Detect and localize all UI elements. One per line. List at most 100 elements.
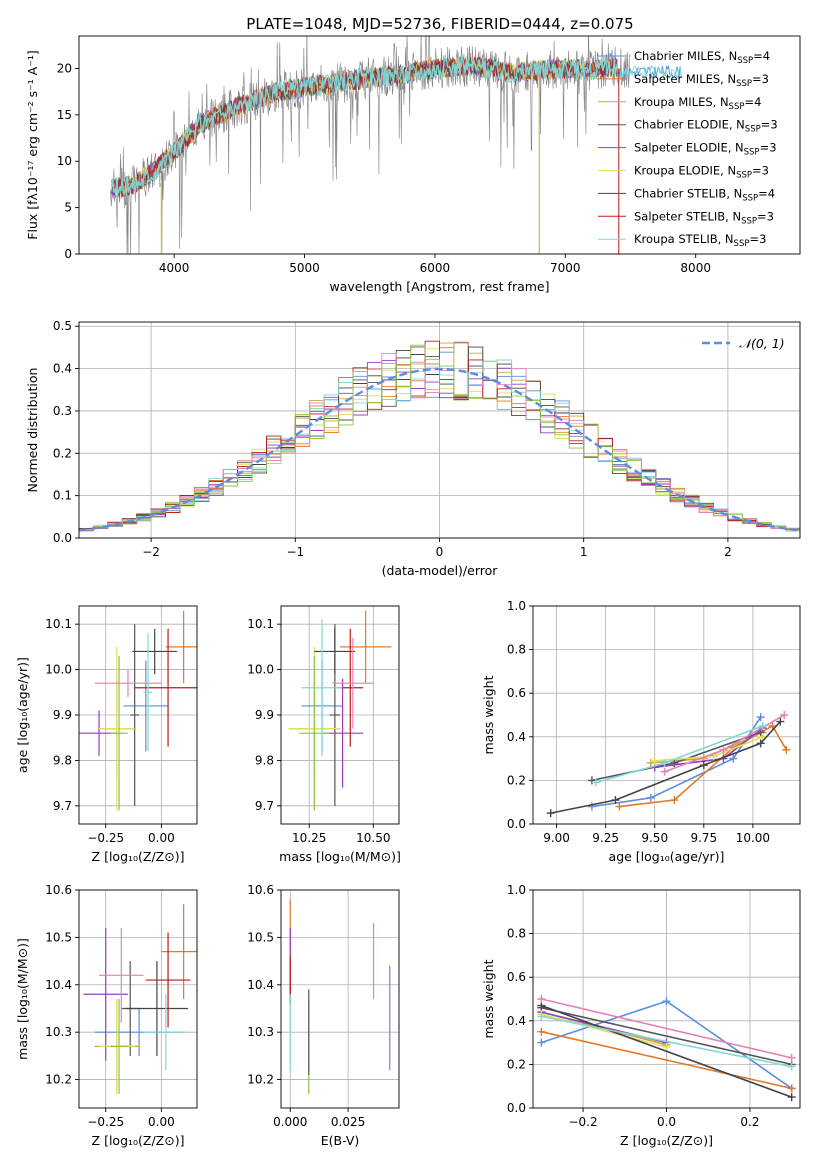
y-tick-label: 1.0	[507, 883, 526, 897]
y-axis-label: mass weight	[481, 959, 496, 1038]
y-tick-label: 0.2	[53, 446, 72, 460]
legend-label: Kroupa MILES, NSSP=4	[634, 95, 761, 112]
x-axis-label: mass [log₁₀(M/M⊙)]	[279, 849, 401, 864]
y-tick-label: 0.1	[53, 489, 72, 503]
gaussian-curve	[79, 367, 798, 532]
y-tick-label: 0.0	[53, 531, 72, 545]
weight-marker	[537, 1012, 546, 1021]
weight-marker	[758, 721, 767, 730]
error-bars	[83, 904, 197, 1094]
weight-marker	[537, 995, 546, 1003]
y-axis-label: mass [log₁₀(M/M⊙)]	[15, 938, 30, 1060]
y-tick-label: 10.6	[45, 883, 72, 897]
x-tick-label: −2	[142, 545, 160, 559]
axes-frame	[78, 889, 198, 1109]
y-tick-label: 9.9	[255, 708, 274, 722]
weight-marker	[646, 793, 655, 802]
x-tick-label: 2	[724, 545, 732, 559]
weight-marker	[537, 1027, 546, 1036]
y-tick-label: 0.4	[53, 362, 72, 376]
y-tick-label: 0.6	[507, 970, 526, 984]
model-spectrum	[111, 55, 618, 198]
weight-marker	[587, 802, 596, 811]
x-tick-label: 10.00	[736, 831, 770, 845]
spectrum-lines	[110, 36, 683, 254]
y-tick-label: 10.4	[45, 978, 72, 992]
legend-label: Kroupa ELODIE, NSSP=3	[634, 164, 769, 181]
y-tick-label: 5	[64, 201, 72, 215]
legend-label: Chabrier ELODIE, NSSP=3	[634, 118, 778, 135]
y-axis-label: mass weight	[481, 675, 496, 754]
weight-marker	[756, 739, 765, 748]
weight-marker	[662, 1042, 671, 1051]
y-tick-label: 10.2	[45, 1073, 72, 1087]
weight-marker	[662, 997, 671, 1006]
y-axis-label: age [log₁₀(age/yr)]	[15, 657, 30, 773]
y-tick-label: 9.8	[53, 753, 72, 767]
weight-marker	[537, 1038, 546, 1047]
x-tick-label: −0.25	[87, 831, 124, 845]
weight-marker	[546, 809, 555, 818]
weight-marker	[758, 732, 767, 741]
y-tick-label: 0.2	[507, 773, 526, 787]
axes-frame	[78, 35, 801, 255]
x-tick-label: 9.00	[543, 831, 570, 845]
x-axis-label: (data-model)/error	[382, 563, 499, 578]
weight-marker	[768, 721, 777, 730]
x-axis-label: age [log₁₀(age/yr)]	[609, 849, 725, 864]
weight-series	[541, 1015, 792, 1068]
weight-marker	[729, 754, 738, 763]
x-tick-label: 7000	[550, 261, 581, 275]
weight-marker	[787, 1053, 796, 1062]
x-tick-label: 0.000	[273, 1115, 307, 1129]
y-tick-label: 0.5	[53, 319, 72, 333]
x-tick-label: 4000	[159, 261, 190, 275]
error-bars	[289, 899, 391, 1094]
panel-residuals: −2 −1 0 1 2 0.0 0.1 0.2 0.3 0.4 0.5 (data-model)/er…	[25, 319, 801, 578]
legend-label: Chabrier STELIB, NSSP=4	[634, 186, 775, 203]
weight-marker	[660, 758, 669, 767]
x-tick-label: 6000	[420, 261, 451, 275]
y-tick-label: 0.4	[507, 730, 526, 744]
legend-label: Salpeter MILES, NSSP=3	[634, 72, 769, 89]
y-tick-label: 10.4	[247, 978, 274, 992]
panel-spectrum: 4000 5000 6000 7000 8000 0 5 10 15 20 wavelength […	[25, 35, 801, 294]
y-axis-label: Flux [fλ10⁻¹⁷ erg cm⁻² s⁻¹ A⁻¹]	[25, 50, 40, 239]
x-axis-label: Z [log₁₀(Z/Z⊙)]	[620, 1133, 713, 1148]
weight-marker	[787, 1084, 796, 1093]
legend-label: Kroupa STELIB, NSSP=3	[634, 232, 766, 249]
y-tick-label: 10.1	[247, 617, 274, 631]
y-tick-label: 9.8	[255, 753, 274, 767]
x-tick-label: 1	[580, 545, 588, 559]
y-tick-label: 10.3	[45, 1025, 72, 1039]
y-tick-label: 10.0	[45, 663, 72, 677]
x-axis-label: E(B-V)	[321, 1133, 360, 1148]
weight-marker	[591, 778, 600, 787]
weight-series	[541, 1030, 792, 1090]
axes-frame	[280, 605, 400, 825]
axes-frame	[532, 605, 801, 825]
y-tick-label: 10.3	[247, 1025, 274, 1039]
weight-marker	[670, 758, 679, 767]
histograms	[79, 340, 800, 534]
legend-label: Chabrier MILES, NSSP=4	[634, 49, 770, 66]
weight-series	[541, 998, 792, 1059]
y-tick-label: 0.0	[507, 817, 526, 831]
y-axis-label: Normed distribution	[25, 368, 40, 493]
legend-label: Salpeter ELODIE, NSSP=3	[634, 141, 777, 158]
panel-mass-vs-Z: −0.25 0.00 10.2 10.3 10.4 10.5 10.6 Z [log₁₀(Z/…	[15, 883, 198, 1148]
y-tick-label: 0.3	[53, 404, 72, 418]
y-tick-label: 15	[57, 108, 72, 122]
weight-marker	[787, 1062, 796, 1071]
y-tick-label: 0.4	[507, 1014, 526, 1028]
model-spectrum-extension	[617, 64, 683, 80]
panel-mass-vs-ebv: 0.000 0.025 10.2 10.3 10.4 10.5 10.6 E(B-V)	[247, 883, 400, 1148]
panel-weight-vs-Z: −0.2 0.0 0.2 0.0 0.2 0.4 0.6 0.8 1.0 Z [log₁₀(Z/Z…	[481, 883, 801, 1148]
panel-weight-vs-age: 9.00 9.25 9.50 9.75 10.00 0.0 0.2 0.4 0.6 0.8 1.0 a…	[481, 599, 801, 864]
panel-age-vs-mass: 10.25 10.50 9.7 9.8 9.9 10.0 10.1 mass [log₁₀(M…	[247, 605, 401, 864]
axes-frame	[78, 605, 198, 825]
y-tick-label: 10.5	[45, 930, 72, 944]
x-axis-label: Z [log₁₀(Z/Z⊙)]	[92, 849, 185, 864]
x-tick-label: 8000	[680, 261, 711, 275]
